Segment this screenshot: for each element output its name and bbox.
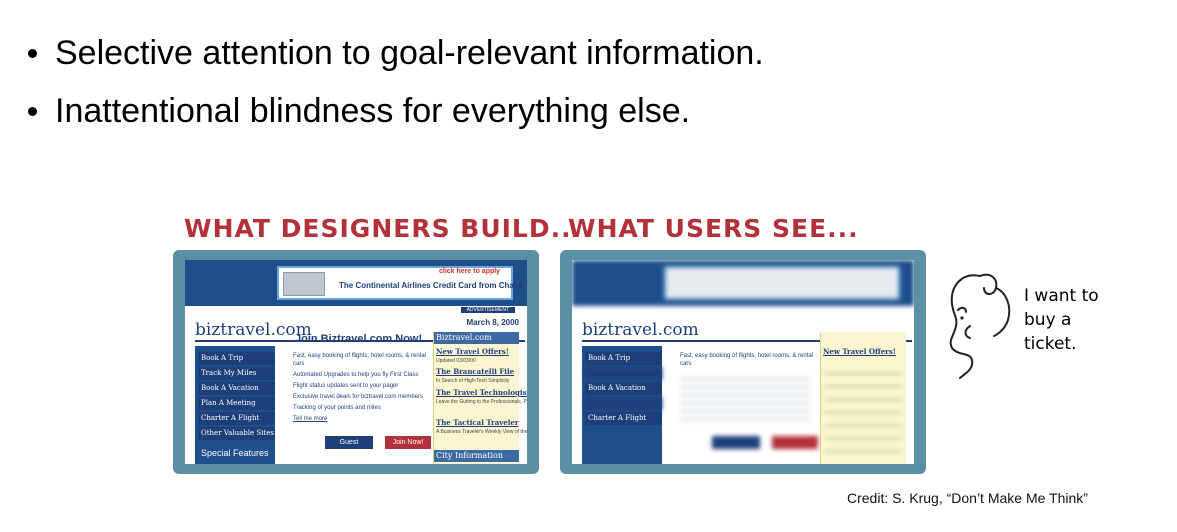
guest-button[interactable]: Guest — [325, 436, 373, 449]
join-now-button[interactable]: Join Now! — [385, 436, 431, 449]
blurred-join-button — [772, 436, 818, 449]
right-caption: Leave the Gutting to the Professionals, … — [436, 399, 527, 405]
benefits-list: Fast, easy booking of flights, hotel roo… — [293, 352, 435, 426]
users-screenshot: biztravel.com Book A Trip Book A Vacatio… — [560, 250, 926, 474]
bullet-dot — [28, 107, 37, 116]
user-benefit: Fast, easy booking of flights, hotel roo… — [680, 353, 814, 367]
site-sidebar: Book A Trip Track My Miles Book A Vacati… — [195, 346, 275, 464]
right-column: Biztravel.com Magazine New Travel Offers… — [433, 332, 527, 464]
blurred-content — [680, 372, 810, 422]
tell-more-link[interactable]: Tell me more — [293, 416, 328, 422]
designers-heading: WHAT DESIGNERS BUILD... — [184, 214, 583, 243]
bullet-item: Inattentional blindness for everything e… — [28, 92, 690, 131]
bullet-item: Selective attention to goal-relevant inf… — [28, 34, 764, 73]
credit-text: Credit: S. Krug, “Don’t Make Me Think” — [847, 490, 1088, 506]
right-link[interactable]: The Brancatelli File — [436, 367, 515, 376]
user-sidebar: Book A Trip Book A Vacation Charter A Fl… — [582, 346, 662, 464]
top-banner: click here to apply The Continental Airl… — [185, 260, 527, 306]
credit-card-image — [283, 272, 325, 296]
user-screen: biztravel.com Book A Trip Book A Vacatio… — [572, 260, 914, 464]
nav-book-trip[interactable]: Book A Trip — [198, 352, 275, 365]
bullet-dot — [28, 49, 37, 58]
join-heading: Join Biztravel.com Now! — [295, 333, 423, 345]
user-logo-divider — [582, 340, 912, 342]
blurred-ad — [664, 266, 900, 300]
user-nav-charter-flight[interactable]: Charter A Flight — [585, 412, 662, 425]
user-nav-book-trip[interactable]: Book A Trip — [585, 352, 662, 365]
face-eye — [960, 316, 964, 320]
right-caption: A Business Traveler's Weekly View of the… — [436, 429, 527, 435]
blurred-right-content — [825, 362, 902, 454]
benefit-item: Tracking of your points and miles — [293, 405, 381, 411]
blurred-banner — [572, 260, 914, 306]
thought-caption: I want to buy a ticket. — [1024, 284, 1099, 356]
thought-line: buy a — [1024, 310, 1072, 330]
thought-line: I want to — [1024, 286, 1099, 306]
credit-card-ad[interactable]: click here to apply The Continental Airl… — [277, 266, 523, 300]
city-info-header[interactable]: City Information — [434, 450, 519, 462]
right-link[interactable]: The Travel Technologist — [436, 388, 527, 397]
blurred-nav — [585, 367, 662, 380]
user-right-link[interactable]: New Travel Offers! — [823, 347, 896, 356]
right-caption: In Search of High-Tech Simplicity — [436, 378, 510, 384]
ad-text: The Continental Airlines Credit Card fro… — [339, 281, 523, 290]
thought-line: ticket. — [1024, 334, 1077, 354]
designers-screenshot: click here to apply The Continental Airl… — [173, 250, 539, 474]
face-sketch-icon — [949, 273, 1011, 379]
blurred-guest-button — [712, 436, 760, 449]
blurred-nav — [585, 397, 662, 410]
nav-book-vacation[interactable]: Book A Vacation — [198, 382, 275, 395]
site-logo[interactable]: biztravel.com — [195, 320, 312, 340]
bullet-text: Selective attention to goal-relevant inf… — [55, 34, 764, 72]
nav-plan-meeting[interactable]: Plan A Meeting — [198, 397, 275, 410]
benefit-item: Automated Upgrades to help you fly First… — [293, 372, 419, 378]
nav-track-miles[interactable]: Track My Miles — [198, 367, 275, 380]
site-screen: click here to apply The Continental Airl… — [185, 260, 527, 464]
nav-charter-flight[interactable]: Charter A Flight — [198, 412, 275, 425]
user-nav-book-vacation[interactable]: Book A Vacation — [585, 382, 662, 395]
user-right-column: New Travel Offers! — [820, 332, 906, 464]
bullet-text: Inattentional blindness for everything e… — [55, 92, 691, 130]
benefit-item: Flight status updates sent to your pager — [293, 383, 399, 389]
magazine-header: Biztravel.com Magazine — [434, 332, 519, 354]
ad-click-text: click here to apply — [439, 268, 501, 275]
benefit-item: Exclusive travel deals for biztravel.com… — [293, 394, 424, 400]
advertisement-label: ADVERTISEMENT — [460, 307, 515, 313]
special-features[interactable]: Special Features — [201, 448, 269, 458]
site-date: March 8, 2000 — [466, 318, 519, 327]
users-heading: WHAT USERS SEE... — [568, 214, 859, 243]
right-caption: Updated 03/03/00 — [436, 358, 476, 364]
nav-other-sites[interactable]: Other Valuable Sites — [198, 427, 275, 440]
benefit-item: Fast, easy booking of flights, hotel roo… — [293, 353, 427, 367]
logo-divider — [195, 340, 525, 342]
right-link[interactable]: The Tactical Traveler — [436, 418, 519, 427]
right-link[interactable]: New Travel Offers! — [436, 347, 509, 356]
user-logo[interactable]: biztravel.com — [582, 320, 699, 340]
